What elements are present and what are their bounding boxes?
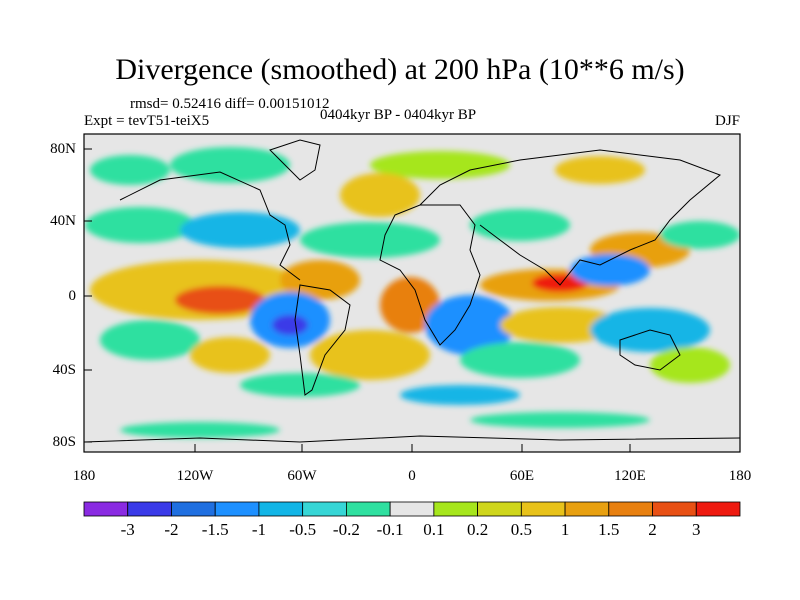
colorbar-swatch bbox=[433, 501, 479, 517]
lat-label: 80N bbox=[50, 141, 76, 157]
colorbar-swatch bbox=[83, 501, 129, 517]
lon-label: 120W bbox=[176, 468, 214, 484]
colorbar-swatch bbox=[389, 501, 435, 517]
axis-ticks bbox=[84, 148, 631, 452]
colorbar-label: 1 bbox=[560, 520, 570, 539]
colorbar-label: 0.2 bbox=[466, 520, 489, 539]
colorbar-label: -1 bbox=[251, 520, 266, 539]
divergence-field bbox=[84, 139, 740, 443]
lon-label: 120E bbox=[614, 468, 646, 484]
period-label: 0404kyr BP - 0404kyr BP bbox=[320, 107, 477, 123]
colorbar-label: -3 bbox=[120, 520, 135, 539]
map-title: Divergence (smoothed) at 200 hPa (10**6 … bbox=[115, 53, 685, 86]
lat-label: 0 bbox=[68, 288, 77, 304]
coastlines bbox=[84, 139, 740, 443]
colorbar-label: -0.1 bbox=[376, 520, 404, 539]
colorbar-label: -2 bbox=[164, 520, 179, 539]
lat-label: 40N bbox=[50, 213, 76, 229]
colorbar-swatch bbox=[652, 501, 697, 517]
experiment-label: Expt = tevT51-teiX5 bbox=[84, 113, 210, 129]
lon-label: 0 bbox=[408, 468, 416, 484]
colorbar bbox=[83, 501, 741, 517]
lon-label: 180 bbox=[72, 468, 96, 484]
colorbar-label: -0.5 bbox=[289, 520, 317, 539]
lon-label: 60E bbox=[509, 468, 535, 484]
colorbar-swatch bbox=[302, 501, 347, 517]
colorbar-swatch bbox=[695, 501, 741, 517]
colorbar-swatch bbox=[171, 501, 216, 517]
rmsd-stats: rmsd= 0.52416 diff= 0.00151012 bbox=[130, 96, 330, 112]
colorbar-swatch bbox=[608, 501, 653, 517]
colorbar-label: 3 bbox=[692, 520, 701, 539]
colorbar-label: -1.5 bbox=[201, 520, 229, 539]
colorbar-label: 1.5 bbox=[598, 520, 620, 539]
colorbar-swatch bbox=[477, 501, 522, 517]
lat-label: 80S bbox=[52, 434, 76, 450]
colorbar-swatch bbox=[127, 501, 172, 517]
colorbar-label: 2 bbox=[648, 520, 657, 539]
season-label: DJF bbox=[714, 113, 740, 129]
colorbar-swatch bbox=[520, 501, 566, 517]
lon-label: 60W bbox=[287, 468, 317, 484]
colorbar-label: 0.5 bbox=[510, 520, 532, 539]
colorbar-swatch bbox=[258, 501, 304, 517]
colorbar-swatch bbox=[214, 501, 260, 517]
colorbar-label: 0.1 bbox=[423, 520, 445, 539]
colorbar-swatch bbox=[564, 501, 610, 517]
colorbar-label: -0.2 bbox=[332, 520, 360, 539]
lat-label: 40S bbox=[52, 362, 76, 378]
lon-label: 180 bbox=[728, 468, 752, 484]
colorbar-swatch bbox=[345, 501, 391, 517]
